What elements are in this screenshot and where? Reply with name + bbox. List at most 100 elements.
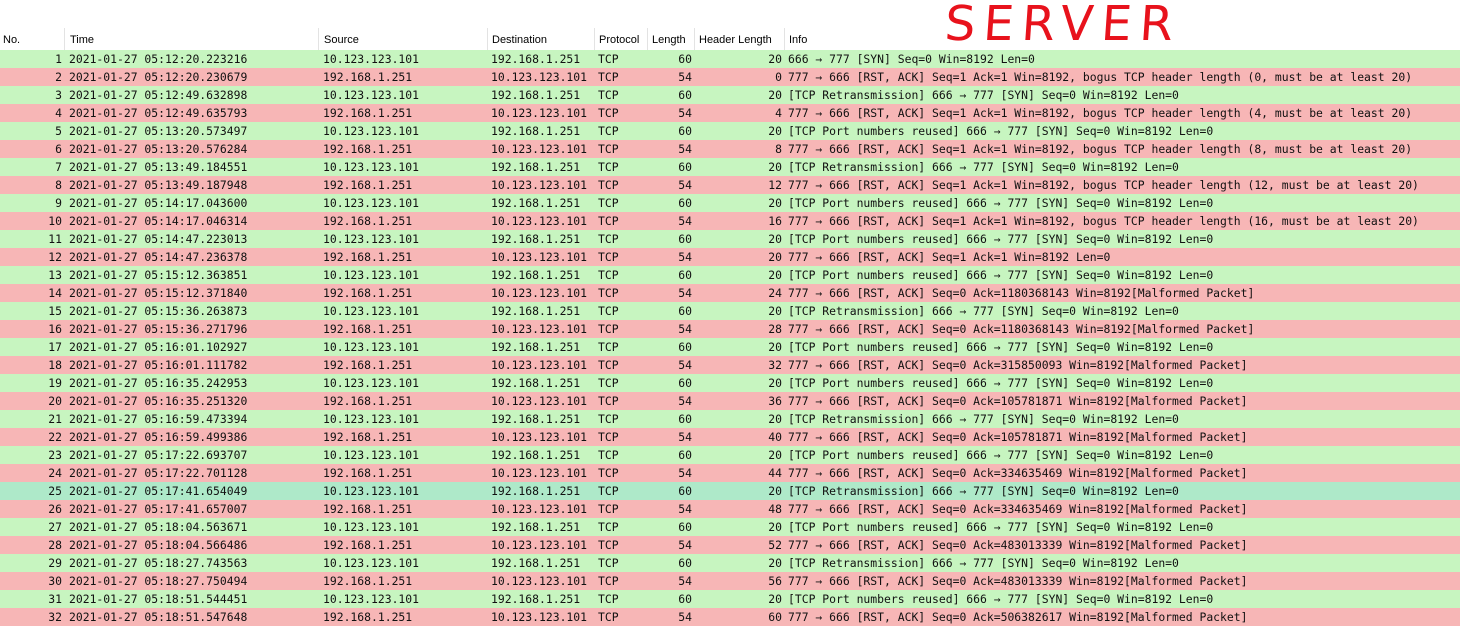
- packet-number: 18: [48, 358, 62, 372]
- packet-row[interactable]: 11 2021-01-27 05:14:47.223013 10.123.123.1…: [0, 230, 1460, 248]
- packet-row[interactable]: 28 2021-01-27 05:18:04.566486 192.168.1.25…: [0, 536, 1460, 554]
- column-header-length[interactable]: Length: [652, 34, 686, 46]
- column-separator[interactable]: [594, 28, 595, 50]
- packet-row[interactable]: 21 2021-01-27 05:16:59.473394 10.123.123.1…: [0, 410, 1460, 428]
- packet-info: 777 → 666 [RST, ACK] Seq=0 Ack=483013339…: [788, 538, 1248, 552]
- column-header-header-length[interactable]: Header Length: [699, 34, 772, 46]
- packet-info: [TCP Port numbers reused] 666 → 777 [SYN…: [788, 268, 1214, 282]
- packet-protocol: TCP: [598, 196, 619, 210]
- packet-info: [TCP Retransmission] 666 → 777 [SYN] Seq…: [788, 160, 1179, 174]
- packet-source: 192.168.1.251: [323, 214, 413, 228]
- packet-source: 192.168.1.251: [323, 502, 413, 516]
- packet-time: 2021-01-27 05:18:51.544451: [69, 592, 248, 606]
- packet-protocol: TCP: [598, 160, 619, 174]
- packet-time: 2021-01-27 05:15:12.371840: [69, 286, 248, 300]
- packet-destination: 192.168.1.251: [491, 196, 581, 210]
- packet-row[interactable]: 1 2021-01-27 05:12:20.223216 10.123.123.10…: [0, 50, 1460, 68]
- column-header-protocol[interactable]: Protocol: [599, 34, 640, 46]
- packet-time: 2021-01-27 05:13:20.576284: [69, 142, 248, 156]
- packet-row[interactable]: 3 2021-01-27 05:12:49.632898 10.123.123.10…: [0, 86, 1460, 104]
- packet-number: 1: [55, 52, 62, 66]
- packet-header-length: 36: [768, 394, 782, 408]
- column-header-info[interactable]: Info: [789, 34, 808, 46]
- packet-row[interactable]: 31 2021-01-27 05:18:51.544451 10.123.123.1…: [0, 590, 1460, 608]
- packet-number: 4: [55, 106, 62, 120]
- packet-header-length: 28: [768, 322, 782, 336]
- packet-row[interactable]: 22 2021-01-27 05:16:59.499386 192.168.1.25…: [0, 428, 1460, 446]
- packet-header-length: 8: [775, 142, 782, 156]
- packet-row[interactable]: 9 2021-01-27 05:14:17.043600 10.123.123.10…: [0, 194, 1460, 212]
- column-header-destination[interactable]: Destination: [492, 34, 548, 46]
- packet-number: 29: [48, 556, 62, 570]
- column-separator[interactable]: [694, 28, 695, 50]
- packet-row[interactable]: 32 2021-01-27 05:18:51.547648 192.168.1.25…: [0, 608, 1460, 626]
- packet-row[interactable]: 7 2021-01-27 05:13:49.184551 10.123.123.10…: [0, 158, 1460, 176]
- packet-time: 2021-01-27 05:17:22.693707: [69, 448, 248, 462]
- column-separator[interactable]: [784, 28, 785, 50]
- packet-row[interactable]: 29 2021-01-27 05:18:27.743563 10.123.123.1…: [0, 554, 1460, 572]
- packet-row[interactable]: 16 2021-01-27 05:15:36.271796 192.168.1.25…: [0, 320, 1460, 338]
- packet-row[interactable]: 13 2021-01-27 05:15:12.363851 10.123.123.1…: [0, 266, 1460, 284]
- packet-protocol: TCP: [598, 52, 619, 66]
- packet-row[interactable]: 30 2021-01-27 05:18:27.750494 192.168.1.25…: [0, 572, 1460, 590]
- packet-time: 2021-01-27 05:14:17.046314: [69, 214, 248, 228]
- packet-time: 2021-01-27 05:16:35.251320: [69, 394, 248, 408]
- packet-row[interactable]: 27 2021-01-27 05:18:04.563671 10.123.123.1…: [0, 518, 1460, 536]
- column-header-no[interactable]: No.: [3, 34, 21, 46]
- packet-destination: 10.123.123.101: [491, 322, 588, 336]
- packet-row[interactable]: 12 2021-01-27 05:14:47.236378 192.168.1.25…: [0, 248, 1460, 266]
- packet-header-length: 20: [768, 232, 782, 246]
- column-separator[interactable]: [647, 28, 648, 50]
- packet-length: 60: [678, 52, 692, 66]
- packet-source: 192.168.1.251: [323, 70, 413, 84]
- packet-number: 14: [48, 286, 62, 300]
- packet-info: [TCP Retransmission] 666 → 777 [SYN] Seq…: [788, 484, 1179, 498]
- packet-header-length: 20: [768, 196, 782, 210]
- packet-destination: 10.123.123.101: [491, 574, 588, 588]
- packet-time: 2021-01-27 05:12:49.635793: [69, 106, 248, 120]
- packet-header-length: 20: [768, 160, 782, 174]
- packet-row[interactable]: 15 2021-01-27 05:15:36.263873 10.123.123.1…: [0, 302, 1460, 320]
- packet-row[interactable]: 18 2021-01-27 05:16:01.111782 192.168.1.25…: [0, 356, 1460, 374]
- packet-row[interactable]: 8 2021-01-27 05:13:49.187948 192.168.1.251…: [0, 176, 1460, 194]
- packet-info: 666 → 777 [SYN] Seq=0 Win=8192 Len=0: [788, 52, 1035, 66]
- packet-row[interactable]: 6 2021-01-27 05:13:20.576284 192.168.1.251…: [0, 140, 1460, 158]
- packet-row[interactable]: 19 2021-01-27 05:16:35.242953 10.123.123.1…: [0, 374, 1460, 392]
- packet-row[interactable]: 24 2021-01-27 05:17:22.701128 192.168.1.25…: [0, 464, 1460, 482]
- packet-length: 60: [678, 376, 692, 390]
- packet-header-length: 24: [768, 286, 782, 300]
- packet-source: 10.123.123.101: [323, 520, 420, 534]
- packet-header-length: 20: [768, 520, 782, 534]
- packet-length: 60: [678, 520, 692, 534]
- packet-info: 777 → 666 [RST, ACK] Seq=1 Ack=1 Win=819…: [788, 178, 1419, 192]
- packet-time: 2021-01-27 05:12:49.632898: [69, 88, 248, 102]
- column-header-source[interactable]: Source: [324, 34, 359, 46]
- packet-protocol: TCP: [598, 538, 619, 552]
- packet-row[interactable]: 25 2021-01-27 05:17:41.654049 10.123.123.1…: [0, 482, 1460, 500]
- packet-source: 10.123.123.101: [323, 196, 420, 210]
- column-separator[interactable]: [64, 28, 65, 50]
- packet-source: 192.168.1.251: [323, 142, 413, 156]
- packet-header-length: 20: [768, 448, 782, 462]
- column-header-time[interactable]: Time: [70, 34, 95, 46]
- packet-number: 22: [48, 430, 62, 444]
- packet-source: 10.123.123.101: [323, 304, 420, 318]
- packet-row[interactable]: 17 2021-01-27 05:16:01.102927 10.123.123.1…: [0, 338, 1460, 356]
- packet-row[interactable]: 4 2021-01-27 05:12:49.635793 192.168.1.251…: [0, 104, 1460, 122]
- packet-header-length: 20: [768, 340, 782, 354]
- packet-row[interactable]: 14 2021-01-27 05:15:12.371840 192.168.1.25…: [0, 284, 1460, 302]
- packet-row[interactable]: 2 2021-01-27 05:12:20.230679 192.168.1.251…: [0, 68, 1460, 86]
- packet-protocol: TCP: [598, 70, 619, 84]
- packet-row[interactable]: 5 2021-01-27 05:13:20.573497 10.123.123.10…: [0, 122, 1460, 140]
- packet-info: 777 → 666 [RST, ACK] Seq=0 Ack=118036814…: [788, 322, 1255, 336]
- packet-protocol: TCP: [598, 124, 619, 138]
- packet-header-length: 20: [768, 268, 782, 282]
- column-separator[interactable]: [318, 28, 319, 50]
- packet-row[interactable]: 26 2021-01-27 05:17:41.657007 192.168.1.25…: [0, 500, 1460, 518]
- packet-row[interactable]: 23 2021-01-27 05:17:22.693707 10.123.123.1…: [0, 446, 1460, 464]
- packet-row[interactable]: 20 2021-01-27 05:16:35.251320 192.168.1.25…: [0, 392, 1460, 410]
- packet-row[interactable]: 10 2021-01-27 05:14:17.046314 192.168.1.25…: [0, 212, 1460, 230]
- column-separator[interactable]: [487, 28, 488, 50]
- packet-number: 12: [48, 250, 62, 264]
- packet-protocol: TCP: [598, 106, 619, 120]
